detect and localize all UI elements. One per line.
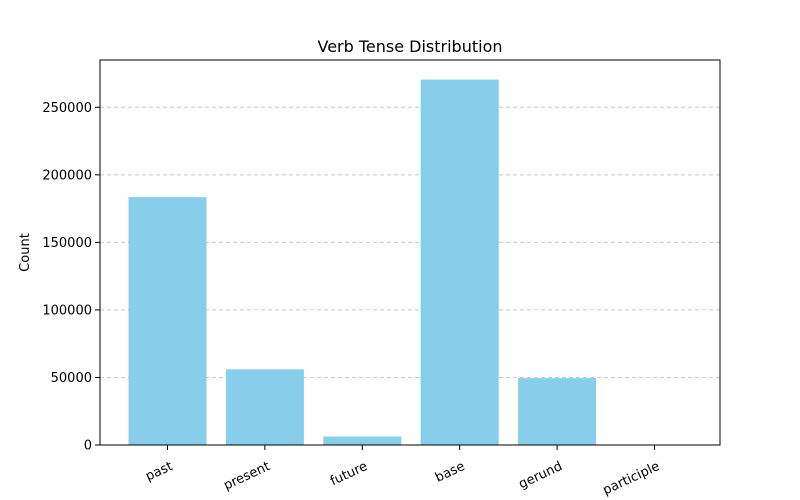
y-tick-label: 100000 bbox=[42, 303, 92, 318]
grid-layer bbox=[100, 106, 720, 378]
y-axis-ticks: 0 50000 100000 150000 200000 250000 bbox=[42, 101, 100, 454]
y-tick-label: 250000 bbox=[42, 101, 92, 116]
bar-past bbox=[128, 197, 207, 445]
bar-future bbox=[323, 436, 402, 445]
y-tick-label: 200000 bbox=[42, 168, 92, 183]
bar-present bbox=[225, 369, 304, 445]
y-axis-label: Count bbox=[18, 233, 33, 272]
chart-title: Verb Tense Distribution bbox=[317, 37, 502, 56]
y-tick-label: 50000 bbox=[51, 371, 92, 386]
bars-layer bbox=[128, 79, 597, 446]
y-tick-label: 150000 bbox=[42, 236, 92, 251]
bar-gerund bbox=[518, 378, 597, 445]
y-tick-label: 0 bbox=[84, 439, 92, 454]
plot-frame bbox=[99, 59, 721, 446]
bar-base bbox=[420, 79, 499, 446]
